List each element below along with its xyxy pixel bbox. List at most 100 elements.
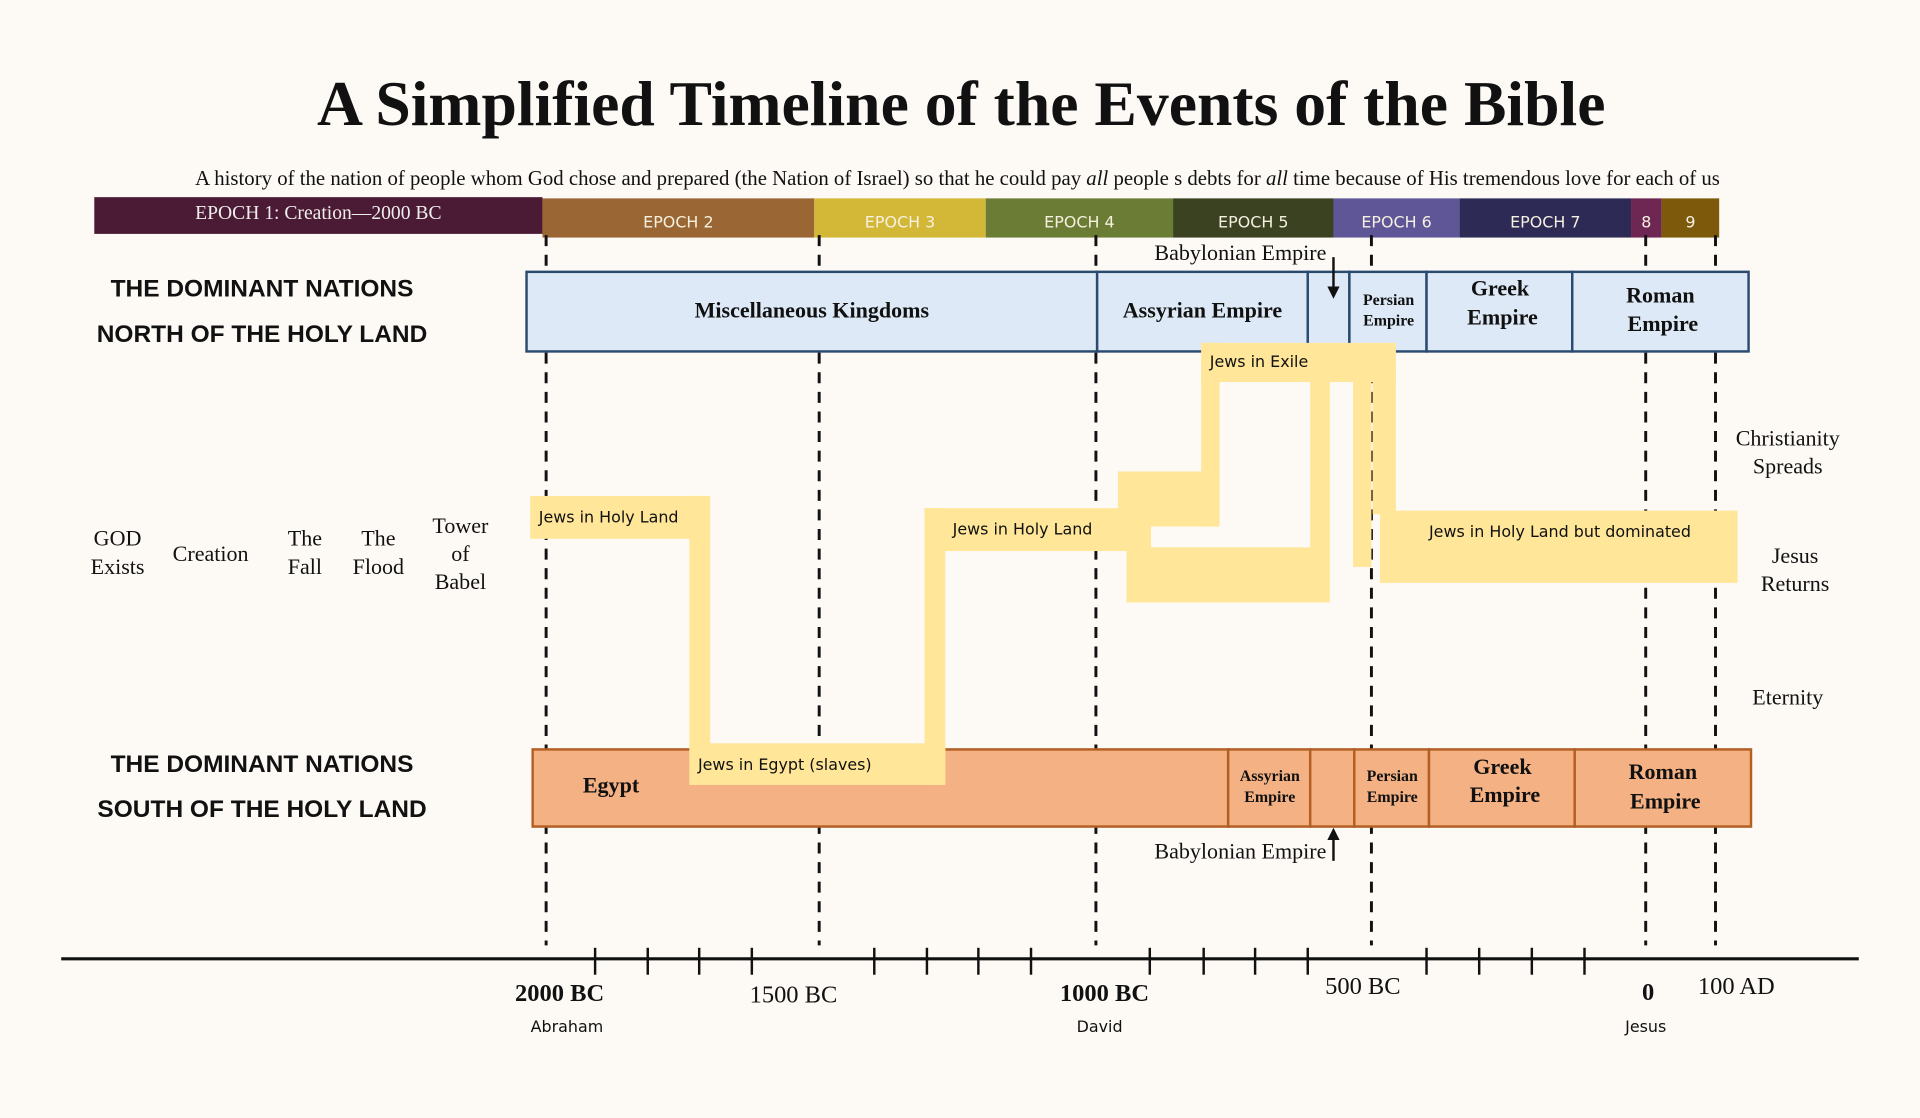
annotation: Babylonian Empire bbox=[1154, 240, 1326, 265]
event-label: Tower bbox=[432, 513, 489, 538]
side-heading: THE DOMINANT NATIONS bbox=[111, 276, 414, 303]
axis-label: 500 BC bbox=[1325, 973, 1401, 1000]
empire-box bbox=[1353, 748, 1431, 828]
epoch-bar: EPOCH 1: Creation—2000 BC EPOCH 2 EPOCH 3 E… bbox=[94, 197, 1720, 238]
subtitle-part: time because of His tremendous love for … bbox=[1288, 166, 1720, 190]
side-heading: SOUTH OF THE HOLY LAND bbox=[97, 796, 426, 823]
epoch-block bbox=[1631, 198, 1662, 238]
epoch-block bbox=[1661, 198, 1720, 238]
subtitle-part: all bbox=[1266, 166, 1288, 190]
empire-label: Empire bbox=[1630, 788, 1701, 813]
jews-band bbox=[689, 495, 711, 784]
subtitle-part: all bbox=[1086, 166, 1108, 190]
epoch-block bbox=[542, 198, 815, 238]
empire-label: Persian bbox=[1363, 292, 1414, 309]
epoch-label: EPOCH 3 bbox=[865, 212, 935, 231]
empire-box bbox=[1425, 270, 1574, 353]
jews-label: Jews in Holy Land bbox=[952, 520, 1093, 539]
annotation: Babylonian Empire bbox=[1154, 839, 1326, 864]
jews-band bbox=[924, 508, 946, 785]
event-label: Flood bbox=[353, 554, 404, 579]
arrow-head bbox=[1327, 286, 1340, 299]
event-label: The bbox=[288, 526, 322, 551]
axis-note: Jesus bbox=[1624, 1017, 1666, 1036]
empire-label: Greek bbox=[1471, 275, 1530, 300]
event-label: Babel bbox=[435, 569, 486, 594]
epoch-label: EPOCH 5 bbox=[1218, 212, 1288, 231]
side-heading: THE DOMINANT NATIONS bbox=[111, 751, 414, 778]
empire-label: Empire bbox=[1467, 305, 1538, 330]
events: GOD Exists Creation The Fall The Flood Tower of B… bbox=[91, 425, 1840, 709]
empire-box bbox=[1306, 270, 1351, 353]
empire-label: Empire bbox=[1367, 789, 1418, 806]
empire-label: Persian bbox=[1367, 768, 1418, 785]
epoch-block bbox=[814, 198, 986, 238]
epoch-label: EPOCH 1: Creation—2000 BC bbox=[195, 203, 441, 224]
epoch-block bbox=[1173, 198, 1334, 238]
epoch-label: EPOCH 4 bbox=[1044, 212, 1114, 231]
subtitle-part: A history of the nation of people whom G… bbox=[195, 166, 1086, 190]
title: A Simplified Timeline of the Events of t… bbox=[317, 68, 1605, 139]
axis-label: 0 bbox=[1642, 979, 1654, 1006]
empire-box bbox=[525, 270, 1099, 353]
jews-label: Jews in Exile bbox=[1209, 352, 1308, 371]
empire-label: Egypt bbox=[583, 772, 640, 797]
axis-label: 100 AD bbox=[1698, 973, 1775, 1000]
jews-band bbox=[1126, 547, 1329, 603]
empire-box bbox=[1308, 748, 1356, 828]
empire-box bbox=[1573, 748, 1753, 828]
epoch-label: EPOCH 7 bbox=[1510, 212, 1580, 231]
arrow-head bbox=[1327, 827, 1340, 841]
event-label: GOD bbox=[94, 526, 142, 551]
empire-label: Empire bbox=[1470, 782, 1541, 807]
jews-band bbox=[1353, 367, 1372, 567]
empire-label: Miscellaneous Kingdoms bbox=[695, 297, 930, 322]
event-label: Spreads bbox=[1753, 453, 1823, 478]
epoch-label: 8 bbox=[1641, 212, 1651, 231]
axis-label: 1000 BC bbox=[1060, 980, 1149, 1007]
jews-band bbox=[1201, 342, 1220, 527]
jews-band bbox=[530, 495, 708, 539]
jews-label: Jews in Egypt (slaves) bbox=[697, 755, 872, 774]
empire-label: Roman bbox=[1629, 759, 1698, 784]
event-label: Jesus bbox=[1772, 543, 1819, 568]
empire-label: Greek bbox=[1473, 754, 1532, 779]
axis-label: 2000 BC bbox=[515, 980, 604, 1007]
empire-box bbox=[1427, 748, 1576, 828]
event-label: Fall bbox=[288, 554, 322, 579]
event-label: Exists bbox=[91, 554, 145, 579]
epoch-block bbox=[94, 197, 543, 234]
jews-label: Jews in Holy Land but dominated bbox=[1428, 522, 1691, 541]
empire-label: Empire bbox=[1244, 789, 1295, 806]
empire-label: Assyrian Empire bbox=[1123, 297, 1283, 322]
event-label: Creation bbox=[173, 541, 249, 566]
subtitle-part: people s debts for bbox=[1108, 166, 1266, 190]
axis-ticks bbox=[593, 947, 1586, 975]
empire-box bbox=[1348, 270, 1428, 353]
axis-note: Abraham bbox=[531, 1017, 604, 1036]
side-heading: NORTH OF THE HOLY LAND bbox=[97, 321, 428, 348]
epoch-block bbox=[1333, 198, 1460, 238]
jews-path bbox=[530, 342, 1738, 785]
jews-band bbox=[924, 508, 1152, 552]
epoch-label: EPOCH 6 bbox=[1361, 212, 1431, 231]
event-label: Christianity bbox=[1736, 425, 1840, 450]
axis-label: 1500 BC bbox=[750, 981, 838, 1008]
epoch-block bbox=[985, 198, 1174, 238]
empire-box bbox=[1571, 270, 1750, 353]
empire-label: Assyrian bbox=[1240, 768, 1300, 785]
jews-band bbox=[1380, 510, 1738, 583]
epoch-block bbox=[1459, 198, 1632, 238]
subtitle: A history of the nation of people whom G… bbox=[195, 166, 1720, 190]
empire-label: Roman bbox=[1626, 283, 1695, 308]
jews-label: Jews in Holy Land bbox=[538, 507, 679, 526]
event-label: Eternity bbox=[1752, 684, 1823, 709]
empire-label: Empire bbox=[1363, 313, 1414, 330]
event-label: Returns bbox=[1761, 571, 1830, 596]
event-label: of bbox=[451, 541, 470, 566]
jews-band bbox=[1310, 367, 1330, 603]
event-label: The bbox=[361, 526, 395, 551]
north-boxes bbox=[525, 270, 1750, 353]
